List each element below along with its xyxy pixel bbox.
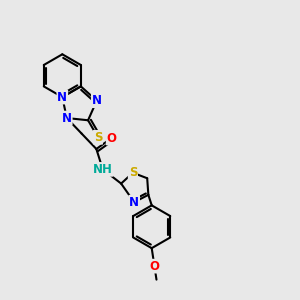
Text: S: S [129,166,137,179]
Text: O: O [107,131,117,145]
Text: O: O [149,260,159,273]
Text: N: N [129,196,139,209]
Text: N: N [62,112,72,124]
Text: S: S [94,131,102,144]
Text: N: N [92,94,102,107]
Text: N: N [57,91,67,103]
Text: NH: NH [93,163,113,176]
